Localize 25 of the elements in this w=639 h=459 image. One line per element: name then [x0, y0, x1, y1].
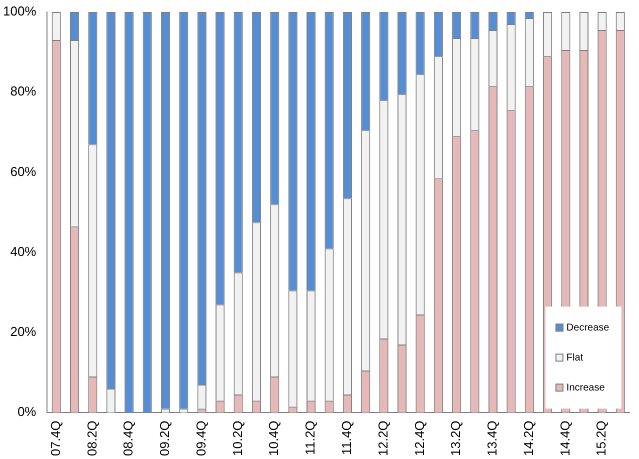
x-tick-label: 14.4Q	[557, 420, 572, 456]
x-tick-label: 11.2Q	[302, 420, 318, 456]
y-tick-label: 60%	[10, 164, 37, 179]
x-tick-label: 12.2Q	[375, 420, 390, 456]
x-tick-label: 10.4Q	[266, 420, 282, 456]
y-tick-label: 20%	[10, 324, 37, 340]
x-tick-label: 15.2Q	[594, 420, 609, 456]
y-tick-label: 0%	[17, 404, 37, 420]
x-tick-label: 09.4Q	[193, 420, 208, 456]
x-tick-label: 13.2Q	[448, 420, 464, 456]
x-tick-label: 14.2Q	[520, 420, 536, 456]
x-tick-label: 12.4Q	[412, 420, 427, 456]
legend-label: Decrease	[566, 322, 610, 334]
x-tick-label: 09.2Q	[157, 420, 172, 456]
legend-label: Increase	[566, 382, 606, 394]
legend-label: Flat	[566, 352, 584, 364]
x-tick-label: 08.4Q	[120, 420, 136, 456]
x-tick-label: 07.4Q	[48, 420, 63, 456]
x-tick-label: 10.2Q	[230, 420, 245, 456]
x-tick-label: 13.4Q	[484, 420, 500, 456]
x-tick-label: 08.2Q	[84, 420, 100, 456]
y-tick-label: 40%	[10, 244, 37, 259]
y-tick-label: 80%	[10, 84, 37, 99]
y-tick-label: 100%	[3, 4, 37, 19]
x-tick-label: 11.4Q	[339, 420, 354, 456]
